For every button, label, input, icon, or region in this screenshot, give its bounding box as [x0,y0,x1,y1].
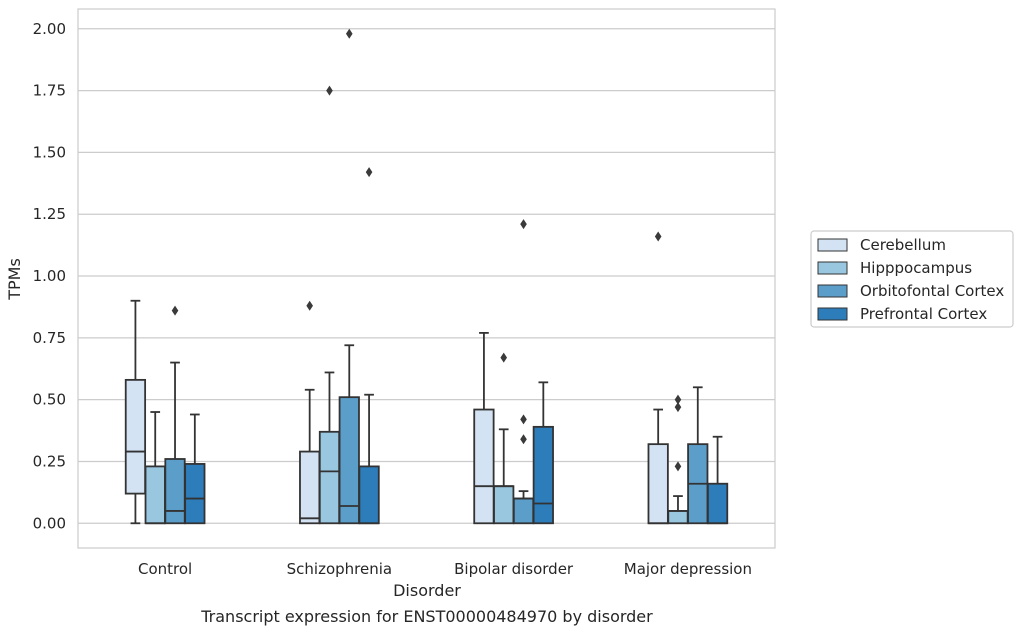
box-iqr [512,497,535,525]
box-iqr [706,482,729,525]
box-iqr [667,510,689,525]
outlier-point [365,167,373,178]
legend: Cerebellum Hipppocampus Orbitofontal Corte… [810,230,1014,328]
outlier-point [674,394,682,405]
legend-swatch [817,261,848,275]
box-hipppocampus-0 [144,411,166,525]
box-prefrontal-cortex-1 [358,167,380,525]
outlier-point [326,85,333,96]
box-orbitofontal-cortex-0 [164,305,186,525]
box-orbitofontal-cortex-2 [512,219,535,525]
box-iqr [318,430,341,525]
box-iqr [164,458,186,525]
y-tick-label: 0.00 [33,514,66,532]
y-tick-label: 1.50 [33,143,66,161]
box-iqr [124,378,147,495]
box-prefrontal-cortex-3 [706,435,729,525]
outlier-point [674,461,682,472]
legend-swatch [817,284,848,298]
y-tick-label: 1.00 [33,267,66,285]
box-iqr [473,408,495,525]
y-tick-label: 1.75 [33,82,66,100]
outlier-point [520,414,527,425]
box-cerebellum-1 [299,300,321,525]
outlier-point [674,402,682,413]
box-iqr [338,396,360,525]
y-tick-label: 0.75 [33,329,66,347]
legend-swatch [817,238,848,252]
box-cerebellum-0 [124,299,147,525]
y-axis-title: TPMs [5,258,24,301]
legend-label: Hipppocampus [860,259,972,277]
outlier-point [171,305,179,316]
box-hipppocampus-1 [318,85,341,525]
legend-label: Orbitofontal Cortex [860,282,1004,300]
box-cerebellum-3 [647,231,669,525]
x-axis-title: Disorder [393,581,461,600]
box-iqr [647,443,669,525]
box-cerebellum-2 [473,331,495,525]
legend-swatch [817,307,848,321]
box-orbitofontal-cortex-1 [338,28,360,525]
y-tick-label: 0.50 [33,391,66,409]
box-iqr [532,425,554,525]
box-series [124,28,729,525]
legend-label: Cerebellum [860,236,946,254]
chart-title: Transcript expression for ENST0000048497… [200,607,653,626]
box-iqr [358,465,380,525]
box-orbitofontal-cortex-3 [687,386,709,525]
y-tick-label: 0.25 [33,452,66,470]
y-tick-labels: 0.00 0.25 0.50 0.75 1.00 1.25 1.50 1.75 2.00 [33,20,66,532]
box-iqr [493,485,515,525]
x-tick-label: Control [138,560,192,578]
outlier-point [654,231,662,242]
gridlines [78,28,775,524]
legend-label: Prefrontal Cortex [860,305,987,323]
box-prefrontal-cortex-0 [184,413,206,525]
x-tick-label: Schizophrenia [287,560,392,578]
y-tick-label: 1.25 [33,205,66,223]
x-tick-label: Bipolar disorder [454,560,574,578]
box-iqr [299,450,321,525]
box-hipppocampus-3 [667,394,689,525]
x-tick-label: Major depression [624,560,752,578]
outlier-point [306,300,313,311]
box-hipppocampus-2 [493,352,515,525]
box-prefrontal-cortex-2 [532,381,554,525]
plot-frame [77,8,776,549]
outlier-point [520,434,527,445]
outlier-point [520,219,527,230]
outlier-point [345,28,353,39]
box-iqr [144,465,166,525]
outlier-point [500,352,508,363]
x-tick-labels: Control Schizophrenia Bipolar disorder Majo… [138,560,752,578]
box-iqr [184,463,206,525]
legend-frame [810,230,1014,328]
y-tick-label: 2.00 [33,20,66,38]
